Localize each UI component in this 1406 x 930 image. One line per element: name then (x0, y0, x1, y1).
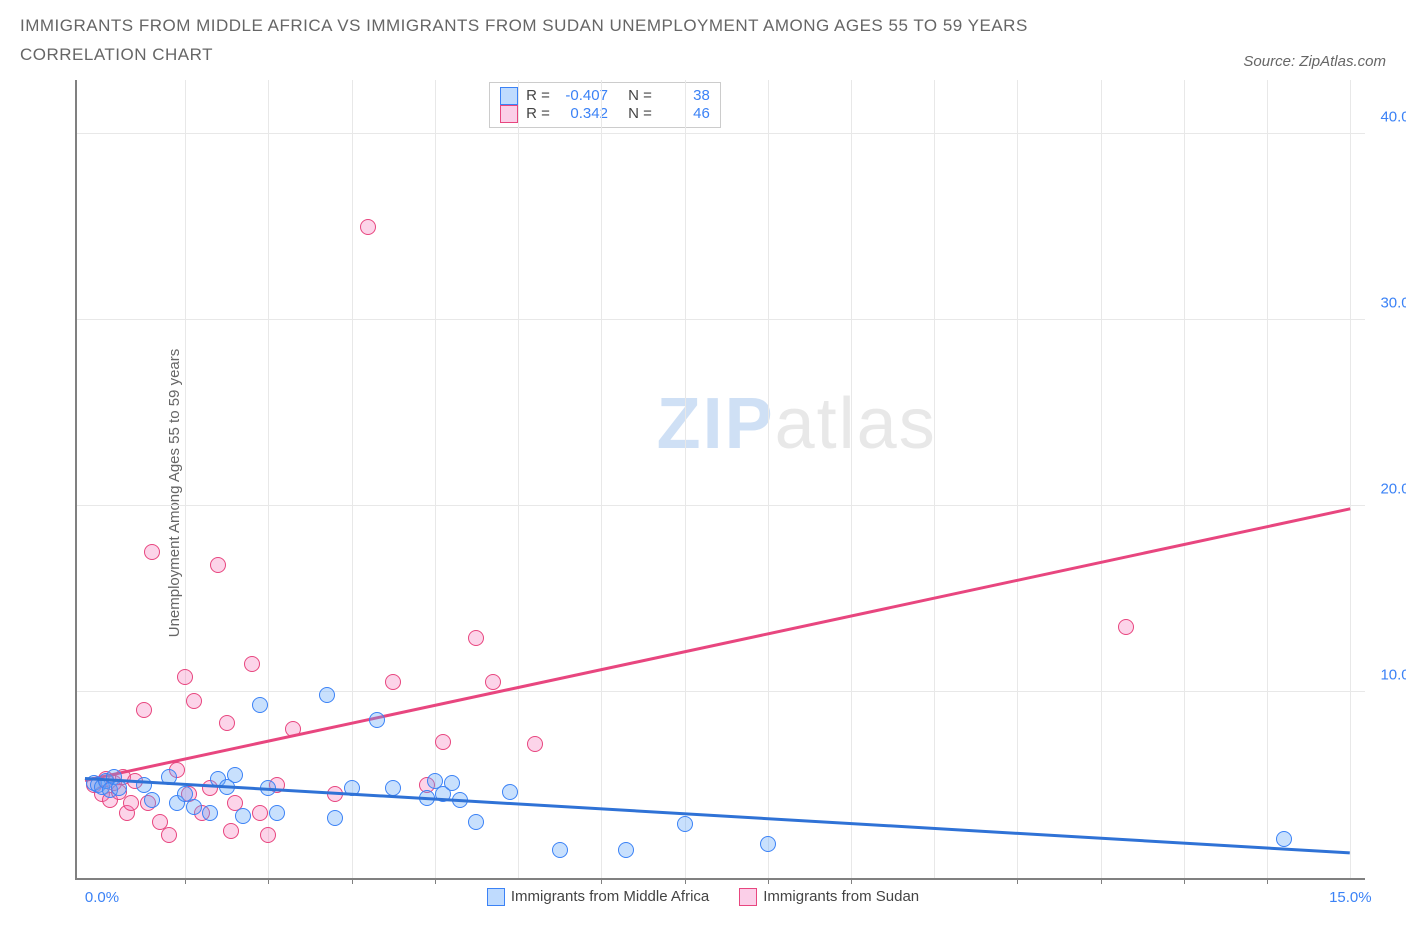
data-point-blue (760, 836, 776, 852)
swatch-blue-icon (487, 888, 505, 906)
data-point-pink (136, 702, 152, 718)
gridline-v (768, 80, 769, 878)
source-attribution: Source: ZipAtlas.com (1243, 53, 1386, 70)
gridline-v (685, 80, 686, 878)
legend-item-blue: Immigrants from Middle Africa (487, 888, 709, 906)
gridline-v (601, 80, 602, 878)
series-legend: Immigrants from Middle Africa Immigrants… (20, 888, 1386, 906)
data-point-pink (252, 805, 268, 821)
x-tick-mark (435, 878, 436, 884)
x-tick-mark (768, 878, 769, 884)
correlation-legend: R = -0.407 N = 38 R = 0.342 N = 46 (489, 82, 721, 128)
data-point-blue (252, 697, 268, 713)
gridline-h (77, 133, 1365, 134)
data-point-pink (210, 557, 226, 573)
x-tick-mark (1267, 878, 1268, 884)
data-point-blue (202, 805, 218, 821)
watermark: ZIPatlas (657, 383, 937, 465)
y-tick-label: 40.0% (1380, 108, 1406, 125)
gridline-v (352, 80, 353, 878)
data-point-pink (435, 734, 451, 750)
swatch-pink (500, 105, 518, 123)
x-tick-mark (851, 878, 852, 884)
data-point-blue (111, 780, 127, 796)
gridline-v (1101, 80, 1102, 878)
x-tick-mark (185, 878, 186, 884)
data-point-pink (1118, 619, 1134, 635)
data-point-blue (552, 842, 568, 858)
data-point-blue (269, 805, 285, 821)
data-point-blue (618, 842, 634, 858)
data-point-blue (319, 687, 335, 703)
data-point-blue (186, 799, 202, 815)
data-point-pink (485, 674, 501, 690)
x-tick-mark (601, 878, 602, 884)
chart-container: Unemployment Among Ages 55 to 59 years Z… (20, 80, 1386, 906)
x-tick-mark (1101, 878, 1102, 884)
y-tick-label: 30.0% (1380, 294, 1406, 311)
scatter-plot: ZIPatlas R = -0.407 N = 38 R = 0.342 N =… (75, 80, 1365, 880)
data-point-pink (385, 674, 401, 690)
legend-item-pink: Immigrants from Sudan (739, 888, 919, 906)
data-point-blue (502, 784, 518, 800)
data-point-pink (186, 693, 202, 709)
data-point-blue (235, 808, 251, 824)
data-point-blue (369, 712, 385, 728)
swatch-blue (500, 87, 518, 105)
data-point-pink (260, 827, 276, 843)
data-point-blue (468, 814, 484, 830)
x-tick-label: 0.0% (85, 889, 119, 906)
gridline-v (1017, 80, 1018, 878)
y-tick-label: 10.0% (1380, 666, 1406, 683)
gridline-h (77, 505, 1365, 506)
x-tick-mark (352, 878, 353, 884)
trend-line-pink (85, 507, 1351, 781)
x-tick-mark (268, 878, 269, 884)
data-point-pink (123, 795, 139, 811)
data-point-pink (360, 219, 376, 235)
legend-row-pink: R = 0.342 N = 46 (500, 105, 710, 123)
data-point-blue (327, 810, 343, 826)
gridline-v (851, 80, 852, 878)
gridline-v (1267, 80, 1268, 878)
gridline-v (268, 80, 269, 878)
gridline-h (77, 319, 1365, 320)
data-point-pink (223, 823, 239, 839)
data-point-blue (444, 775, 460, 791)
gridline-v (934, 80, 935, 878)
data-point-pink (219, 715, 235, 731)
data-point-pink (468, 630, 484, 646)
legend-row-blue: R = -0.407 N = 38 (500, 87, 710, 105)
data-point-pink (244, 656, 260, 672)
data-point-pink (527, 736, 543, 752)
chart-title-line2: CORRELATION CHART (20, 41, 1028, 70)
gridline-v (1350, 80, 1351, 878)
swatch-pink-icon (739, 888, 757, 906)
gridline-v (1184, 80, 1185, 878)
gridline-v (435, 80, 436, 878)
x-tick-label: 15.0% (1329, 889, 1372, 906)
data-point-pink (144, 544, 160, 560)
data-point-blue (1276, 831, 1292, 847)
x-tick-mark (1184, 878, 1185, 884)
gridline-h (77, 691, 1365, 692)
y-tick-label: 20.0% (1380, 480, 1406, 497)
data-point-pink (161, 827, 177, 843)
data-point-blue (677, 816, 693, 832)
x-tick-mark (1017, 878, 1018, 884)
chart-title-line1: IMMIGRANTS FROM MIDDLE AFRICA VS IMMIGRA… (20, 12, 1028, 41)
x-tick-mark (685, 878, 686, 884)
data-point-pink (177, 669, 193, 685)
data-point-blue (227, 767, 243, 783)
data-point-blue (144, 792, 160, 808)
gridline-v (518, 80, 519, 878)
